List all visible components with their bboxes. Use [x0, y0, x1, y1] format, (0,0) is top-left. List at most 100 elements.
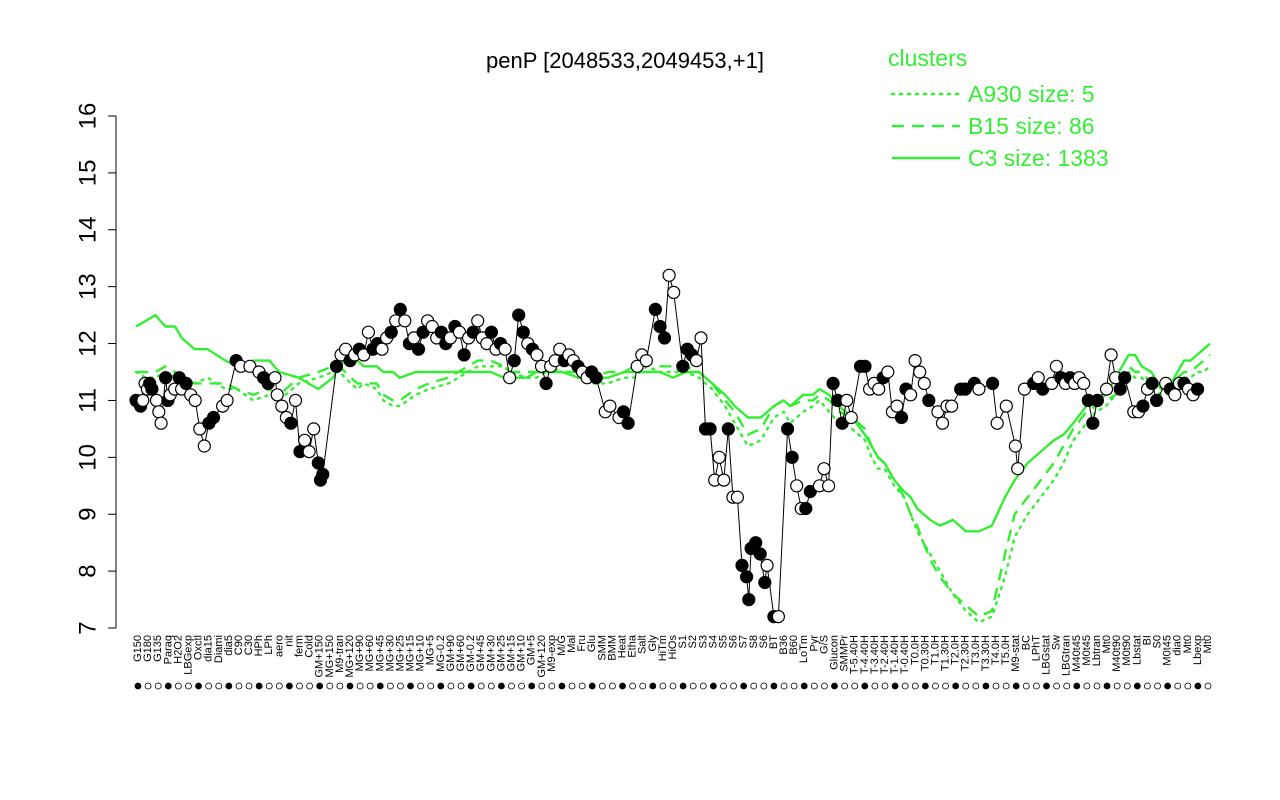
data-point	[1104, 348, 1118, 362]
x-tick-label: S0	[1152, 635, 1164, 648]
data-point	[817, 462, 831, 476]
rug-marker	[275, 682, 283, 690]
x-tick-label: T-3.40H	[869, 635, 881, 674]
x-tick-label: M40t90	[1111, 635, 1123, 672]
x-tick-label: Glucon	[829, 635, 841, 670]
x-tick-label: T-1.40H	[889, 635, 901, 674]
rug-marker	[164, 682, 172, 690]
data-point	[908, 354, 922, 368]
y-tick-label: 8	[75, 564, 102, 577]
chart-title: penP [2048533,2049453,+1]	[486, 48, 764, 73]
rug-marker	[1174, 682, 1182, 690]
rug-marker	[1194, 682, 1202, 690]
x-tick-label: LPh	[263, 635, 275, 655]
rug-marker	[497, 682, 505, 690]
rug-marker	[760, 682, 768, 690]
data-point	[749, 536, 763, 550]
rug-marker	[720, 682, 727, 690]
x-tick-label: Glu	[586, 635, 598, 652]
data-point	[735, 558, 749, 573]
rug-marker	[467, 682, 475, 690]
x-tick-label: T-0.40H	[899, 635, 911, 674]
rug-marker	[437, 682, 445, 690]
x-tick-label: LBGexp	[182, 635, 194, 675]
data-point	[484, 325, 498, 339]
y-tick-label: 9	[75, 508, 102, 521]
x-tick-label: M40t45	[1071, 635, 1083, 672]
data-point	[694, 331, 708, 345]
x-tick-label: SMMPr	[839, 635, 851, 672]
data-point	[1168, 388, 1182, 402]
data-point	[220, 393, 234, 407]
data-point	[972, 382, 986, 396]
x-tick-label: Gly	[647, 635, 659, 652]
x-tick-label: MG+150	[324, 635, 336, 678]
data-point	[302, 445, 316, 459]
rug-marker	[588, 682, 596, 690]
rug-marker	[992, 682, 1000, 690]
y-tick-label: 14	[75, 216, 102, 243]
rug-marker	[982, 682, 990, 690]
rug-marker	[1144, 682, 1151, 690]
data-point	[398, 314, 412, 328]
x-tick-label: Heat	[617, 635, 629, 658]
x-tick-label: S6	[758, 635, 770, 648]
x-tick-label: T3.0H	[970, 635, 982, 665]
data-point	[384, 325, 398, 339]
rug-marker	[851, 682, 859, 690]
x-tick-label: G/S	[818, 635, 830, 654]
x-tick-label: GM+45	[475, 635, 487, 671]
rug-marker	[1204, 682, 1212, 690]
rug-marker	[336, 682, 344, 690]
rug-marker	[800, 682, 808, 690]
rug-marker	[407, 682, 414, 690]
rug-marker	[911, 682, 919, 690]
data-point	[298, 433, 312, 447]
rug-marker	[144, 682, 152, 690]
rug-marker	[689, 682, 697, 690]
rug-marker	[1164, 682, 1172, 690]
data-point	[1011, 462, 1025, 476]
data-point	[999, 399, 1013, 413]
x-tick-label: SMM	[596, 635, 608, 661]
data-point	[149, 393, 164, 407]
rug-marker	[356, 682, 364, 690]
x-tick-label: Mt0	[1202, 635, 1214, 653]
y-tick-label: 16	[75, 103, 102, 130]
data-point	[411, 342, 426, 356]
rug-marker	[306, 682, 314, 690]
x-tick-label: GM+15	[505, 635, 517, 671]
rug-marker	[447, 682, 455, 690]
data-point	[498, 342, 512, 356]
rug-marker	[881, 682, 889, 690]
x-tick-label: S4	[707, 635, 719, 648]
x-tick-label: MG+15	[405, 635, 417, 671]
x-tick-label: M/G	[556, 635, 568, 656]
x-tick-label: Cold	[304, 635, 316, 658]
x-tick-label: MG+120	[344, 635, 356, 678]
x-tick-label: T4.0H	[990, 635, 1002, 665]
rug-marker	[1133, 682, 1141, 690]
x-tick-label: ferm	[294, 635, 306, 657]
x-tick-label: S2	[687, 635, 699, 648]
rug-marker	[790, 682, 798, 690]
x-tick-label: T-2.40H	[879, 635, 891, 674]
x-tick-label: M0t90	[1121, 635, 1133, 666]
x-tick-label: Mt0	[1101, 635, 1113, 653]
x-tick-label: Pyr	[808, 635, 820, 652]
rug-marker	[134, 682, 142, 690]
x-tick-label: GM+90	[445, 635, 457, 671]
data-point	[179, 376, 193, 390]
data-point	[790, 479, 804, 493]
x-tick-label: MG+25	[394, 635, 406, 671]
rug-marker	[296, 682, 303, 690]
data-point	[935, 416, 950, 430]
x-tick-label: BI	[1141, 635, 1153, 645]
rug-marker	[942, 682, 949, 690]
rug-marker	[1022, 682, 1030, 690]
rug-marker	[770, 682, 778, 690]
x-tick-label: T0.30H	[919, 635, 931, 671]
data-point	[159, 371, 173, 385]
rug-marker	[649, 682, 657, 690]
